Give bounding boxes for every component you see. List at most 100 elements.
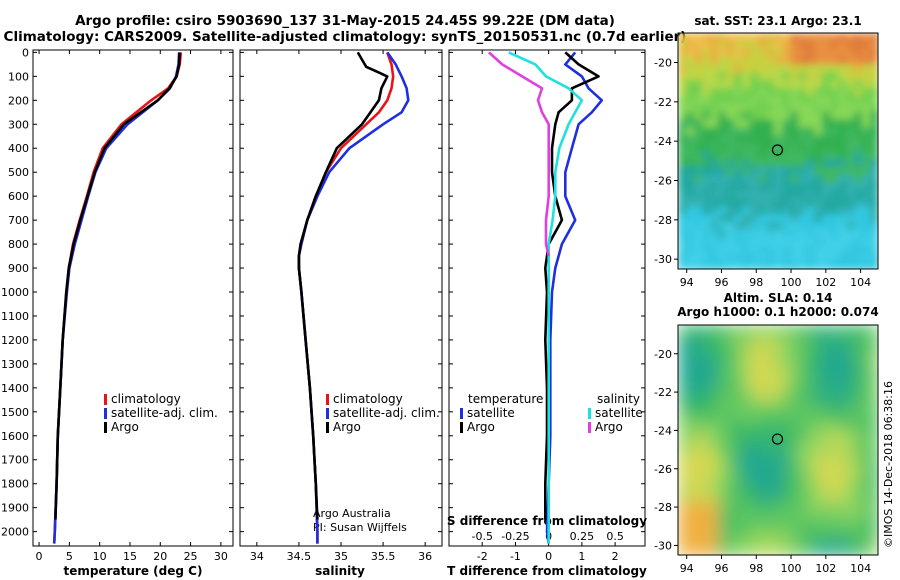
top-tick-label: -0.25	[501, 530, 529, 543]
temperature-panel: temperature (deg C) 01002003004005006007…	[1, 46, 234, 578]
legend-swatch	[460, 422, 463, 433]
legend-swatch	[326, 394, 329, 405]
map-x-tick-label: 96	[714, 562, 728, 575]
difference-frame	[448, 49, 646, 547]
legend-label: Argo	[111, 420, 139, 434]
x-tick-label: 30	[214, 550, 228, 563]
x-tick-label: 0	[545, 550, 552, 563]
title-line-1: Argo profile: csiro 5903690_137 31-May-2…	[75, 13, 615, 29]
legend-label: Argo	[333, 420, 361, 434]
depth-tick-label: 300	[8, 118, 29, 131]
x-tick-label: 36	[418, 550, 432, 563]
x-tick-label: 1	[578, 550, 585, 563]
sla-map-panel: Altim. SLA: 0.14 Argo h1000: 0.1 h2000: …	[654, 291, 879, 575]
legend-label: satellite	[467, 406, 515, 420]
map-x-tick-label: 98	[749, 276, 763, 289]
series-line-argo	[297, 51, 389, 520]
series-line-t-satellite	[545, 51, 604, 544]
map-y-tick-label: -30	[654, 539, 672, 552]
legend-title-temperature: temperature	[468, 392, 543, 406]
map-x-tick-label: 104	[850, 276, 871, 289]
map-x-tick-label: 96	[714, 276, 728, 289]
temperature-frame	[32, 49, 234, 547]
map-y-tick-label: -22	[654, 386, 672, 399]
depth-tick-label: 1400	[1, 382, 29, 395]
temperature-xlabel: temperature (deg C)	[64, 564, 203, 578]
map-y-tick-label: -26	[654, 175, 672, 188]
x-tick-label: 34.5	[287, 550, 312, 563]
series-line-satellite-adj-clim-	[52, 52, 181, 544]
x-tick-label: 2	[612, 550, 619, 563]
map-y-tick-label: -24	[654, 135, 672, 148]
map-y-tick-label: -20	[654, 57, 672, 70]
series-line-s-satellite	[508, 51, 584, 544]
sst-map-title: sat. SST: 23.1 Argo: 23.1	[694, 14, 861, 28]
x-tick-label: 25	[184, 550, 198, 563]
salinity-frame	[239, 49, 443, 547]
pi-text: PI: Susan Wijffels	[313, 521, 407, 534]
map-y-tick-label: -24	[654, 424, 672, 437]
depth-tick-label: 1200	[1, 334, 29, 347]
depth-tick-label: 1900	[1, 502, 29, 515]
depth-tick-label: 200	[8, 94, 29, 107]
legend-swatch	[104, 422, 107, 433]
depth-tick-label: 1800	[1, 478, 29, 491]
sla-map-frame	[677, 324, 879, 556]
depth-tick-label: 1500	[1, 406, 29, 419]
depth-tick-label: 800	[8, 238, 29, 251]
x-tick-label: 35	[334, 550, 348, 563]
map-x-tick-label: 98	[749, 562, 763, 575]
map-y-tick-label: -30	[654, 253, 672, 266]
legend-swatch	[104, 408, 107, 419]
difference-xlabel: T difference from climatology	[447, 564, 647, 578]
map-x-tick-label: 102	[815, 276, 836, 289]
top-tick-label: 0.25	[570, 530, 595, 543]
legend-title-salinity: salinity	[597, 392, 640, 406]
legend-label: climatology	[333, 392, 403, 406]
sla-map-title: Altim. SLA: 0.14	[724, 291, 833, 305]
legend-swatch	[460, 408, 463, 419]
imos-stamp: ©IMOS 14-Dec-2018 06:38:16	[882, 381, 895, 548]
depth-tick-label: 1000	[1, 286, 29, 299]
series-line-climatology	[52, 52, 183, 544]
map-y-tick-label: -26	[654, 463, 672, 476]
x-tick-label: 35.5	[371, 550, 396, 563]
sst-map-panel: sat. SST: 23.1 Argo: 23.1 94 96 98 100 102 10…	[654, 14, 879, 289]
legend-swatch	[588, 422, 591, 433]
depth-tick-label: 400	[8, 142, 29, 155]
sla-map-subtitle: Argo h1000: 0.1 h2000: 0.074	[677, 305, 878, 319]
legend-swatch	[588, 408, 591, 419]
x-tick-label: 0	[36, 550, 43, 563]
map-y-tick-label: -28	[654, 214, 672, 227]
x-tick-label: 15	[123, 550, 137, 563]
x-tick-label: 5	[66, 550, 73, 563]
x-tick-label: 20	[153, 550, 167, 563]
legend-label: Argo	[467, 420, 495, 434]
depth-tick-label: 1300	[1, 358, 29, 371]
sst-map-frame	[677, 32, 879, 270]
legend-swatch	[326, 408, 329, 419]
depth-tick-label: 500	[8, 166, 29, 179]
x-tick-label: -1	[510, 550, 521, 563]
float-position-marker	[771, 433, 784, 445]
legend-swatch	[326, 422, 329, 433]
title-line-2: Climatology: CARS2009. Satellite-adjuste…	[4, 29, 687, 45]
series-line-s-argo	[488, 51, 551, 257]
top-tick-label: 0.5	[606, 530, 624, 543]
depth-tick-label: 100	[8, 70, 29, 83]
difference-panel: T difference from climatology S differen…	[447, 49, 647, 578]
x-tick-label: 10	[93, 550, 107, 563]
salinity-xlabel: salinity	[315, 564, 365, 578]
legend-label: Argo	[595, 420, 623, 434]
salinity-panel: salinity Argo Australia PI: Susan Wijffe…	[239, 49, 443, 578]
map-y-tick-label: -28	[654, 501, 672, 514]
map-x-tick-label: 100	[781, 562, 802, 575]
depth-tick-label: 1100	[1, 310, 29, 323]
x-tick-label: -2	[477, 550, 488, 563]
map-x-tick-label: 104	[850, 562, 871, 575]
legend-label: satellite-adj. clim.	[333, 406, 440, 420]
depth-tick-label: 0	[22, 46, 29, 59]
map-x-tick-label: 102	[815, 562, 836, 575]
depth-tick-label: 600	[8, 190, 29, 203]
